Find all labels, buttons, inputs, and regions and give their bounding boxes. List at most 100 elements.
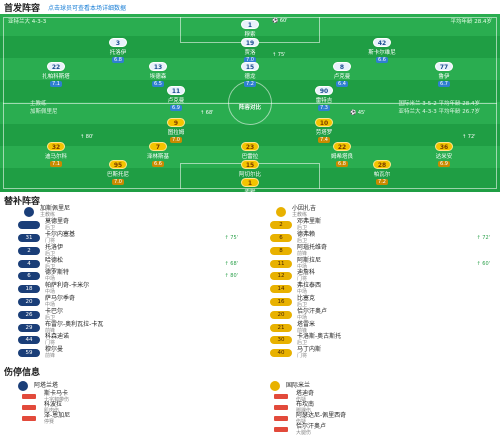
away-sub-row[interactable]: 40 马丁内斯 门将 (252, 347, 500, 360)
shirt-number-badge: 2 (270, 221, 292, 230)
away-player[interactable]: 28 帕瓦尔 7.2 (352, 160, 412, 185)
injury-info: 斯卡马卡 十字韧带伤 (44, 390, 69, 403)
away-sub-row[interactable]: 12 迪詹科 门将 (252, 270, 500, 283)
sub-name: 德罗斯特 (45, 269, 70, 277)
home-jersey: 15 (241, 62, 259, 71)
home-sub-row[interactable]: 18 帕萨利奇-卡米尔 中场 (0, 283, 250, 296)
sub-name: 萨马尔季奇 (45, 294, 76, 302)
away-injury-row[interactable]: 塔迪奇 伤疑 (252, 390, 500, 403)
home-injury-row[interactable]: 阿塔兰塔 (0, 380, 250, 391)
away-sub-row[interactable]: 14 弗拉泰西 中场 (252, 283, 500, 296)
away-sub-row[interactable]: 20 恰尔汗奥卢 中场 (252, 308, 500, 321)
home-injury-row[interactable]: 科波拉 肌肉伤 (0, 401, 250, 414)
shirt-number-badge: 44 (18, 336, 40, 345)
away-jersey: 28 (373, 160, 391, 169)
lineup-subtitle[interactable]: 点击球员可查看本场详细数据 (48, 4, 127, 12)
sub-info: 卡巴尔 后卫 (45, 308, 63, 321)
away-sub-row[interactable]: 8 阿瑙托维奇 前锋 (252, 244, 500, 257)
injury-info: 阿塔兰塔 (34, 382, 58, 389)
home-sub-row[interactable]: 44 科森迪诺 门将 (0, 334, 250, 347)
sub-info: 小因扎吉 主教练 (292, 206, 316, 219)
home-sub-row[interactable]: 20 萨马尔季奇 中场 (0, 294, 250, 309)
home-player[interactable]: 15 德龙 7.2 (220, 62, 280, 87)
sub-position: 前锋 (297, 327, 308, 334)
home-sub-row[interactable]: 4 哈德松 后卫 ↑ 68' (0, 257, 250, 270)
away-player[interactable]: 32 迪马尔科 7.1 (26, 142, 86, 167)
injury-player-name: 布坎南 (296, 400, 315, 408)
away-player[interactable]: 7 泽林斯基 6.6 (128, 142, 188, 167)
sub-name: 加斯佩里尼 (40, 205, 71, 213)
away-player[interactable]: 22 姆希塔良 6.8 (312, 142, 372, 167)
home-sub-row[interactable]: 59 穆尔曼 前锋 (0, 347, 250, 360)
injury-info: 泽-恩加尼 停赛 (44, 412, 70, 425)
home-player[interactable]: 3 托洛伊 6.8 (88, 38, 148, 63)
sub-info: 帕萨利奇-卡米尔 中场 (45, 283, 89, 296)
sub-info: 卡尔内塞基 门将 (45, 231, 75, 244)
home-player[interactable]: 90 雷特吉 7.3 (294, 86, 354, 111)
sub-info: 托洛伊 后卫 (45, 244, 63, 257)
player-rating: 7.0 (112, 179, 124, 185)
away-player[interactable]: 95 巴斯托尼 7.0 (88, 160, 148, 185)
lineup-header: 首发阵容 点击球员可查看本场详细数据 (0, 0, 500, 14)
away-sub-row[interactable]: 30 卡洛斯-奥古斯托 后卫 (252, 334, 500, 347)
player-name: 穆索 (244, 32, 256, 38)
sub-position: 中场 (297, 314, 308, 321)
home-player[interactable]: 11 卢克曼 6.9 (146, 86, 206, 111)
home-injury-row[interactable]: 斯卡马卡 十字韧带伤 (0, 390, 250, 403)
shirt-number-badge: 18 (18, 285, 40, 294)
home-sub-row[interactable]: 6 德罗斯特 中场 ↑ 80' (0, 270, 250, 283)
sub-name: 卡洛斯-奥古斯托 (297, 333, 342, 341)
away-player[interactable]: 36 达米安 6.9 (414, 142, 474, 167)
home-sub-row[interactable]: 26 卡巴尔 后卫 (0, 308, 250, 321)
player-rating: 6.9 (438, 161, 450, 167)
home-player[interactable]: 77 鲁伊 6.7 (414, 62, 474, 87)
away-sub-row[interactable]: 小因扎吉 主教练 (252, 206, 500, 219)
sub-name: 阿斯拉尼 (297, 256, 322, 264)
home-player[interactable]: 8 卢克曼 6.4 (312, 62, 372, 87)
sub-position: 前锋 (297, 250, 308, 257)
home-sub-row[interactable]: 2 托洛伊 后卫 (0, 244, 250, 257)
injury-player-name: 阿瑟达尼-佩里西奇 (296, 411, 347, 419)
sub-info: 萨马尔季奇 中场 (45, 294, 76, 308)
away-injury-row[interactable]: 布坎南 脚踝伤 (252, 400, 500, 414)
away-injury-row[interactable]: 恰尔汗奥卢 大腿伤 (252, 423, 500, 436)
away-injury-row[interactable]: 国际米兰 (252, 380, 500, 391)
home-player[interactable]: 22 扎帕科斯塔 7.1 (26, 62, 86, 87)
home-injury-list: 阿塔兰塔 斯卡马卡 十字韧带伤 科波拉 肌肉伤 泽-恩加尼 停赛 (0, 380, 250, 425)
home-team-tag: 亚特兰大 4-3-3 (8, 19, 47, 25)
sub-position: 中场 (45, 276, 56, 283)
away-player[interactable]: 9 图拉姆 7.0 (146, 118, 206, 143)
player-rating: 6.7 (438, 81, 450, 87)
sub-position: 后卫 (45, 314, 56, 321)
player-rating: 7.1 (50, 161, 62, 167)
home-jersey: 8 (333, 62, 351, 71)
shirt-number-badge: 20 (270, 310, 292, 319)
sub-info: 比塞克 后卫 (297, 295, 315, 308)
shirt-number-badge: 6 (18, 272, 40, 281)
away-sub-row[interactable]: 16 比塞克 后卫 (252, 295, 500, 309)
home-player[interactable]: 19 贾洛 7.0 (220, 38, 280, 63)
away-sub-row[interactable]: 11 阿斯拉尼 中场 ↑ 60' (252, 257, 500, 270)
home-player[interactable]: 42 斯卡尔维尼 6.6 (352, 38, 412, 63)
home-sub-row[interactable]: 31 卡尔内塞基 门将 ↑ 75' (0, 231, 250, 245)
player-rating: 6.8 (336, 161, 348, 167)
sub-info: 德罗斯特 中场 (45, 269, 70, 283)
sub-position: 门将 (45, 340, 56, 347)
away-sub-row[interactable]: 6 德弗赖 后卫 ↑ 72' (252, 231, 500, 245)
home-sub-row[interactable]: 29 布雷尔-奥利瓦拉-卡瓦 前锋 (0, 321, 250, 334)
home-player[interactable]: 13 埃德森 6.5 (128, 62, 188, 87)
player-name: 达米安 (435, 154, 453, 160)
away-player[interactable]: 1索默6.5 (220, 178, 280, 192)
player-name: 卢克曼 (333, 74, 351, 80)
away-player[interactable]: 10 劳塔罗 7.4 (294, 118, 354, 143)
away-sub-row[interactable]: 2 邓弗里斯 后卫 (252, 219, 500, 232)
home-injury-row[interactable]: 泽-恩加尼 停赛 (0, 412, 250, 425)
shirt-number-badge: 8 (270, 246, 292, 255)
player-name: 帕瓦尔 (373, 172, 391, 178)
away-injury-row[interactable]: 阿瑟达尼-佩里西奇 伤疑 (252, 411, 500, 425)
shirt-number-badge: 16 (270, 297, 292, 306)
home-sub-row[interactable]: 莫德里奇 后卫 (0, 219, 250, 232)
away-sub-row[interactable]: 21 塔雷米 前锋 (252, 321, 500, 334)
home-sub-row[interactable]: 加斯佩里尼 主教练 (0, 206, 250, 219)
shirt-number-badge (18, 221, 40, 230)
